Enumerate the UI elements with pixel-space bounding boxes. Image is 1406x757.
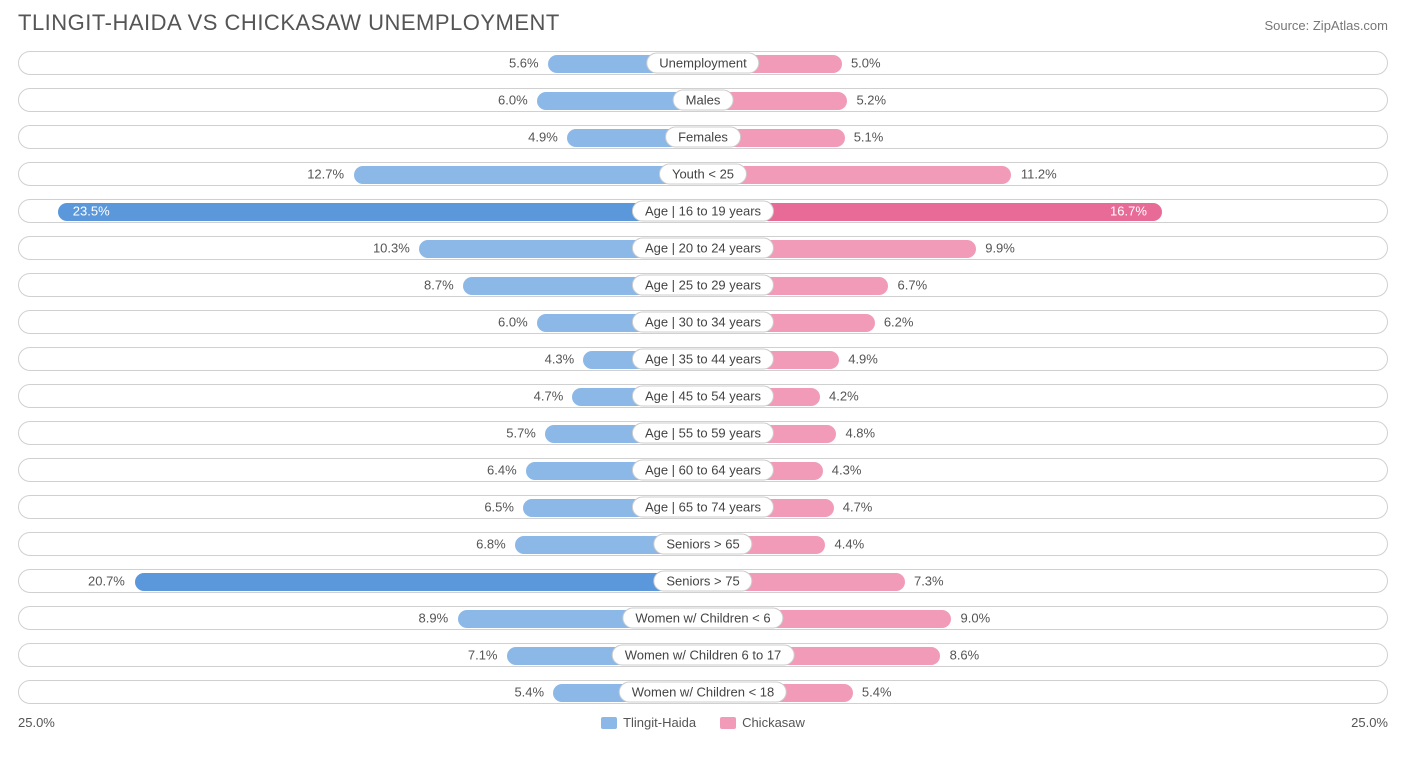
value-left: 10.3% [373,241,410,256]
value-right: 6.7% [898,278,928,293]
value-right: 4.9% [848,352,878,367]
chart-row: Age | 30 to 34 years 6.0% 6.2% [18,305,1388,339]
value-right: 9.9% [985,241,1015,256]
value-left: 4.9% [528,130,558,145]
value-right: 5.1% [854,130,884,145]
category-label: Women w/ Children 6 to 17 [612,645,795,666]
chart-source: Source: ZipAtlas.com [1264,18,1388,33]
category-label: Age | 45 to 54 years [632,386,774,407]
chart-row: Age | 25 to 29 years 8.7% 6.7% [18,268,1388,302]
chart-row: Women w/ Children < 18 5.4% 5.4% [18,675,1388,709]
value-left: 6.0% [498,315,528,330]
category-label: Youth < 25 [659,164,747,185]
category-label: Seniors > 75 [653,571,752,592]
chart-row: Age | 65 to 74 years 6.5% 4.7% [18,490,1388,524]
value-left: 6.5% [484,500,514,515]
value-left: 8.9% [419,611,449,626]
value-right: 16.7% [1110,204,1147,219]
category-label: Males [673,90,734,111]
chart-row: Age | 16 to 19 years 23.5% 16.7% [18,194,1388,228]
axis-right-max: 25.0% [1351,715,1388,730]
category-label: Seniors > 65 [653,534,752,555]
chart-footer: 25.0% Tlingit-Haida Chickasaw 25.0% [18,715,1388,730]
chart-row: Males 6.0% 5.2% [18,83,1388,117]
category-label: Age | 30 to 34 years [632,312,774,333]
category-label: Women w/ Children < 6 [622,608,783,629]
value-left: 5.4% [514,685,544,700]
diverging-bar-chart: Unemployment 5.6% 5.0% Males 6.0% 5.2% Females… [18,46,1388,709]
legend-label-left: Tlingit-Haida [623,715,696,730]
axis-left-max: 25.0% [18,715,55,730]
category-label: Unemployment [646,53,759,74]
category-label: Age | 60 to 64 years [632,460,774,481]
chart-legend: Tlingit-Haida Chickasaw [55,715,1351,730]
value-right: 4.8% [845,426,875,441]
category-label: Females [665,127,741,148]
chart-row: Women w/ Children 6 to 17 7.1% 8.6% [18,638,1388,672]
category-label: Age | 35 to 44 years [632,349,774,370]
source-name: ZipAtlas.com [1313,18,1388,33]
value-right: 4.4% [835,537,865,552]
category-label: Age | 16 to 19 years [632,201,774,222]
value-left: 4.7% [534,389,564,404]
value-left: 12.7% [307,167,344,182]
value-left: 6.4% [487,463,517,478]
value-right: 5.0% [851,56,881,71]
value-right: 9.0% [961,611,991,626]
source-label: Source: [1264,18,1312,33]
chart-row: Age | 45 to 54 years 4.7% 4.2% [18,379,1388,413]
legend-label-right: Chickasaw [742,715,805,730]
chart-row: Seniors > 75 20.7% 7.3% [18,564,1388,598]
bar-right [705,166,1011,184]
chart-row: Age | 60 to 64 years 6.4% 4.3% [18,453,1388,487]
value-right: 11.2% [1021,167,1057,182]
value-right: 5.4% [862,685,892,700]
chart-header: TLINGIT-HAIDA VS CHICKASAW UNEMPLOYMENT … [18,10,1388,36]
value-left: 23.5% [73,204,110,219]
bar-left [135,573,701,591]
value-right: 4.2% [829,389,859,404]
value-left: 7.1% [468,648,498,663]
value-right: 4.3% [832,463,862,478]
category-label: Age | 25 to 29 years [632,275,774,296]
value-left: 20.7% [88,574,125,589]
chart-row: Unemployment 5.6% 5.0% [18,46,1388,80]
value-left: 4.3% [545,352,575,367]
value-left: 6.0% [498,93,528,108]
value-left: 5.7% [506,426,536,441]
bar-left [354,166,701,184]
category-label: Age | 20 to 24 years [632,238,774,259]
bar-left [58,203,701,221]
chart-row: Females 4.9% 5.1% [18,120,1388,154]
value-right: 4.7% [843,500,873,515]
category-label: Age | 65 to 74 years [632,497,774,518]
value-left: 5.6% [509,56,539,71]
chart-row: Youth < 25 12.7% 11.2% [18,157,1388,191]
chart-row: Women w/ Children < 6 8.9% 9.0% [18,601,1388,635]
value-right: 8.6% [950,648,980,663]
chart-row: Age | 20 to 24 years 10.3% 9.9% [18,231,1388,265]
chart-title: TLINGIT-HAIDA VS CHICKASAW UNEMPLOYMENT [18,10,560,36]
legend-swatch-right [720,717,736,729]
legend-item-right: Chickasaw [720,715,805,730]
value-right: 5.2% [856,93,886,108]
chart-row: Age | 55 to 59 years 5.7% 4.8% [18,416,1388,450]
value-right: 7.3% [914,574,944,589]
category-label: Women w/ Children < 18 [619,682,787,703]
chart-row: Seniors > 65 6.8% 4.4% [18,527,1388,561]
category-label: Age | 55 to 59 years [632,423,774,444]
value-left: 6.8% [476,537,506,552]
legend-item-left: Tlingit-Haida [601,715,696,730]
value-left: 8.7% [424,278,454,293]
legend-swatch-left [601,717,617,729]
value-right: 6.2% [884,315,914,330]
chart-row: Age | 35 to 44 years 4.3% 4.9% [18,342,1388,376]
